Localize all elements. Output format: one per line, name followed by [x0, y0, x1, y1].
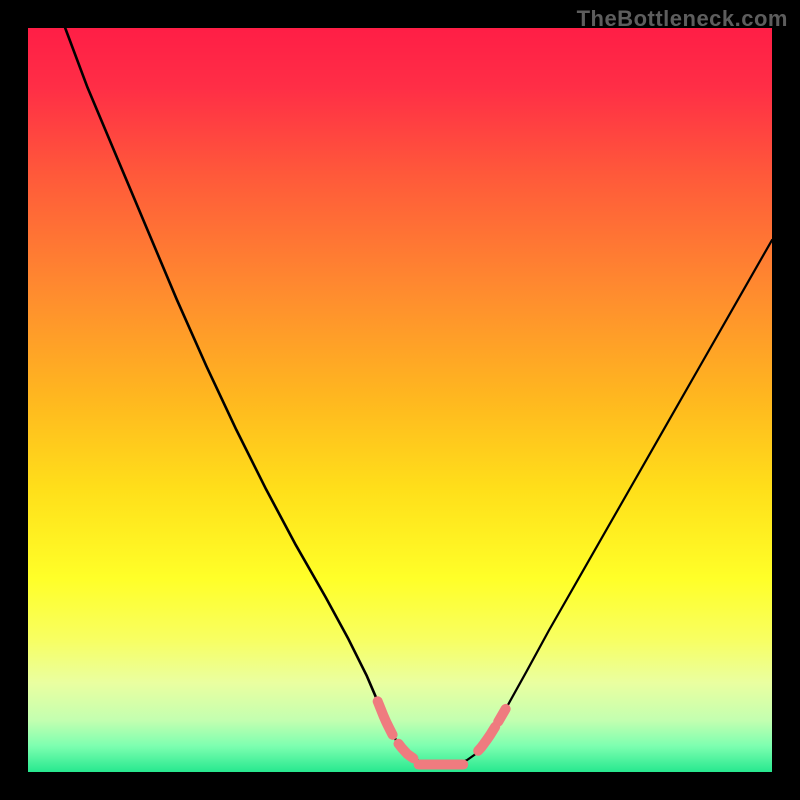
watermark-text: TheBottleneck.com — [577, 6, 788, 32]
chart-frame: TheBottleneck.com — [0, 0, 800, 800]
bottleneck-chart — [0, 0, 800, 800]
